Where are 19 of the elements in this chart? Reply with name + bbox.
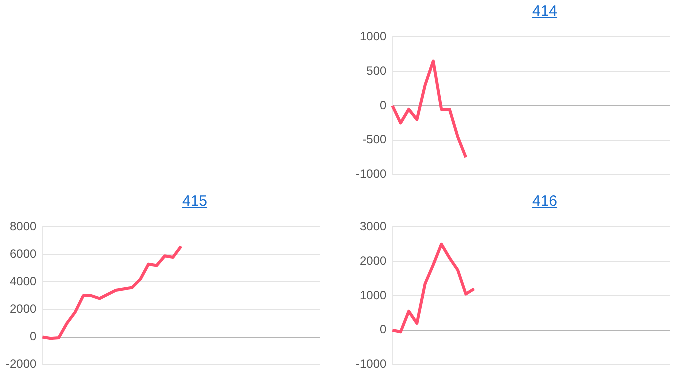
y-tick-label: -2000 [6, 357, 38, 372]
y-tick-label: 1000 [360, 30, 388, 44]
y-tick-label: 4000 [10, 274, 38, 289]
y-tick-label: 1000 [360, 288, 388, 302]
y-tick-label: -500 [362, 132, 388, 147]
y-tick-label: 2000 [360, 254, 388, 268]
y-tick-label: 6000 [10, 247, 38, 262]
chart-title: 415 [181, 192, 209, 212]
chart-title: 414 [531, 2, 559, 22]
y-tick-label: 8000 [10, 220, 38, 234]
chart-title: 416 [531, 192, 559, 212]
y-tick-label: 500 [366, 64, 388, 78]
y-tick-label: 0 [30, 330, 38, 344]
y-tick-label: 3000 [360, 220, 388, 234]
y-tick-label: 0 [380, 98, 388, 112]
y-tick-label: 0 [380, 322, 388, 337]
y-tick-label: 2000 [10, 302, 38, 316]
y-tick-label: -1000 [356, 167, 388, 182]
y-tick-label: -1000 [356, 357, 388, 372]
